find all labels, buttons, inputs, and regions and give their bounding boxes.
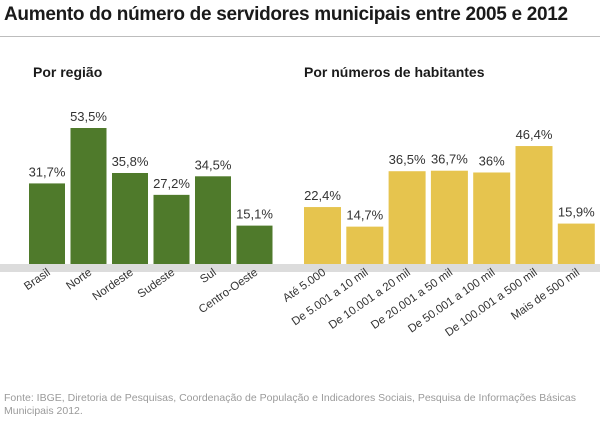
data-label: 22,4% — [304, 188, 341, 203]
data-label: 15,1% — [236, 207, 273, 222]
region-chart: Por região31,7%Brasil53,5%Norte35,8%Nord… — [0, 64, 281, 316]
bar-de-50-001-a-100-mil — [473, 172, 511, 264]
category-label: Nordeste — [91, 267, 136, 304]
bar-centro-oeste — [236, 225, 273, 264]
data-label: 35,8% — [112, 154, 149, 169]
data-label: 27,2% — [153, 176, 190, 191]
bar-sudeste — [153, 194, 190, 264]
bar-de-20-001-a-50-mil — [430, 170, 468, 264]
baseline-band — [275, 264, 600, 272]
charts-area: Por região 31,7% Brasil 53,5% Norte 35,8% Nord… — [0, 64, 600, 339]
source-note: Fonte: IBGE, Diretoria de Pesquisas, Coo… — [4, 392, 576, 417]
data-label: 36% — [479, 153, 505, 168]
title-divider — [0, 36, 600, 37]
panel-title: Por região — [33, 64, 102, 80]
data-label: 36,5% — [389, 152, 426, 167]
baseline-band — [0, 264, 281, 272]
chart-title: Aumento do número de servidores municipa… — [4, 4, 568, 25]
bar-mais-de-500-mil — [557, 223, 595, 264]
bar-nordeste — [112, 172, 148, 264]
data-label: 15,9% — [558, 205, 595, 220]
data-label: 36,7% — [431, 152, 468, 167]
data-label: 53,5% — [70, 109, 107, 124]
bar-de-5-001-a-10-mil — [346, 226, 384, 264]
data-label: 31,7% — [29, 164, 66, 179]
data-label: 46,4% — [516, 127, 553, 142]
data-label: 34,5% — [195, 157, 232, 172]
bar-de-100-001-a-500-mil — [515, 146, 553, 264]
bar-sul — [195, 176, 231, 264]
bar-charts-svg: Por região31,7%Brasil53,5%Norte35,8%Nord… — [0, 64, 600, 339]
bar-at-5-000 — [304, 207, 341, 264]
bar-norte — [70, 128, 107, 264]
panel-title: Por números de habitantes — [304, 64, 485, 80]
data-label: 14,7% — [346, 208, 383, 223]
bar-brasil — [29, 183, 65, 264]
bar-de-10-001-a-20-mil — [388, 171, 426, 264]
